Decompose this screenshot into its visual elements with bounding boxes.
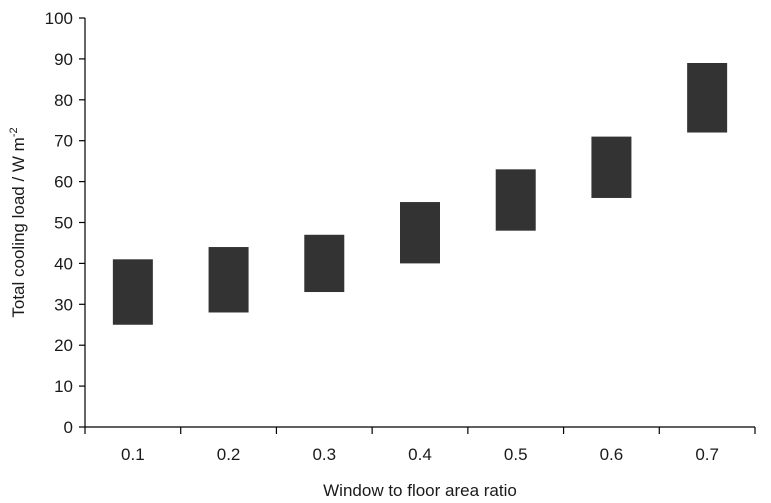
y-axis-title: Total cooling load / W m-2 [8,127,28,317]
range-bar [112,259,153,325]
y-tick-label: 100 [45,9,73,28]
range-bars [112,62,728,325]
y-tick-label: 70 [54,132,73,151]
x-tick-label: 0.2 [217,445,241,464]
range-bar [208,247,249,313]
y-tick-label: 90 [54,50,73,69]
range-bar [687,62,728,133]
y-tick-label: 40 [54,254,73,273]
y-tick-label: 30 [54,295,73,314]
x-axis-title: Window to floor area ratio [323,481,517,500]
range-bar [495,169,536,231]
y-axis-title-main: Total cooling load / W m [9,137,28,317]
y-tick-label: 60 [54,173,73,192]
x-tick-label: 0.5 [504,445,528,464]
x-tick-label: 0.3 [312,445,336,464]
x-tick-label: 0.4 [408,445,432,464]
y-tick-label: 0 [64,418,73,437]
y-tick-label: 50 [54,214,73,233]
x-tick-label: 0.1 [121,445,145,464]
x-tick-label: 0.7 [695,445,719,464]
x-tick-label: 0.6 [600,445,624,464]
range-bar [304,234,345,293]
y-axis-ticks: 0 10 20 30 40 50 60 70 80 90 100 [45,9,85,437]
y-tick-label: 20 [54,336,73,355]
range-bar [591,136,632,198]
range-bar [400,202,440,264]
y-tick-label: 10 [54,377,73,396]
x-axis-ticks: 0.1 0.2 0.3 0.4 0.5 0.6 0.7 [84,427,756,464]
y-tick-label: 80 [54,91,73,110]
y-axis-title-superscript: -2 [8,127,20,137]
